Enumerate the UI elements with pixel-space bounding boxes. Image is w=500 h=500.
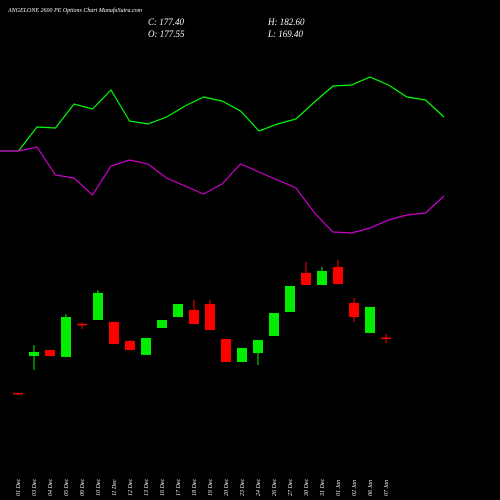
x-tick-label: 07 Jan xyxy=(384,480,390,496)
x-tick-label: 17 Dec xyxy=(176,479,182,496)
x-tick-label: 12 Dec xyxy=(128,479,134,496)
ohlc-label: L: 169.40 xyxy=(267,29,304,39)
x-tick-label: 06 Jan xyxy=(368,480,374,496)
x-tick-label: 23 Dec xyxy=(240,479,246,496)
candle-body xyxy=(221,338,231,363)
x-tick-label: 30 Dec xyxy=(304,479,310,497)
x-tick-label: 27 Dec xyxy=(288,479,294,496)
x-tick-label: 01 Jan xyxy=(336,480,342,496)
x-tick-label: 03 Dec xyxy=(32,479,38,496)
candle-body xyxy=(301,272,311,285)
x-tick-label: 05 Dec xyxy=(64,479,70,496)
chart-title: ANGELONE 2600 PE Options Chart MunafaSut… xyxy=(7,7,143,14)
candle-body xyxy=(61,316,71,357)
x-tick-label: 19 Dec xyxy=(208,479,214,496)
candle-body xyxy=(157,319,167,328)
candle-body xyxy=(109,321,119,344)
candle-body xyxy=(381,337,391,340)
candle-body xyxy=(29,351,39,356)
x-tick-label: 02 Jan xyxy=(352,480,358,496)
indicator-line xyxy=(0,76,445,152)
x-tick-label: 16 Dec xyxy=(160,479,166,496)
candle-body xyxy=(253,340,263,354)
candle-body xyxy=(189,309,199,324)
x-tick-label: 13 Dec xyxy=(144,479,150,496)
x-tick-label: 26 Dec xyxy=(272,479,278,496)
x-tick-label: 04 Dec xyxy=(47,479,54,496)
x-tick-label: 10 Dec xyxy=(96,479,102,496)
candle-body xyxy=(173,304,183,317)
x-tick-label: 20 Dec xyxy=(224,479,230,496)
candle-body xyxy=(285,285,295,312)
candle-body xyxy=(365,306,375,333)
x-tick-label: 01 Dec xyxy=(16,479,22,496)
ohlc-label: C: 177.40 xyxy=(148,17,185,27)
candle-body xyxy=(93,292,103,320)
ohlc-label: H: 182.60 xyxy=(267,17,305,27)
x-tick-label: 18 Dec xyxy=(192,479,198,496)
candle-body xyxy=(269,312,279,337)
candle-body xyxy=(13,392,23,395)
candle-body xyxy=(317,270,327,285)
candle-body xyxy=(141,337,151,355)
candle-body xyxy=(205,304,215,330)
candle-body xyxy=(237,347,247,363)
x-tick-label: 11 Dec xyxy=(112,479,118,496)
candle-body xyxy=(77,323,87,326)
candle-body xyxy=(349,302,359,317)
candle-body xyxy=(125,340,135,350)
indicator-line xyxy=(0,146,445,234)
candle-body xyxy=(333,266,343,284)
ohlc-label: O: 177.55 xyxy=(148,29,185,39)
x-tick-label: 09 Dec xyxy=(80,479,86,496)
x-tick-label: 24 Dec xyxy=(255,479,262,496)
x-tick-label: 31 Dec xyxy=(320,479,326,497)
candle-body xyxy=(45,349,55,356)
